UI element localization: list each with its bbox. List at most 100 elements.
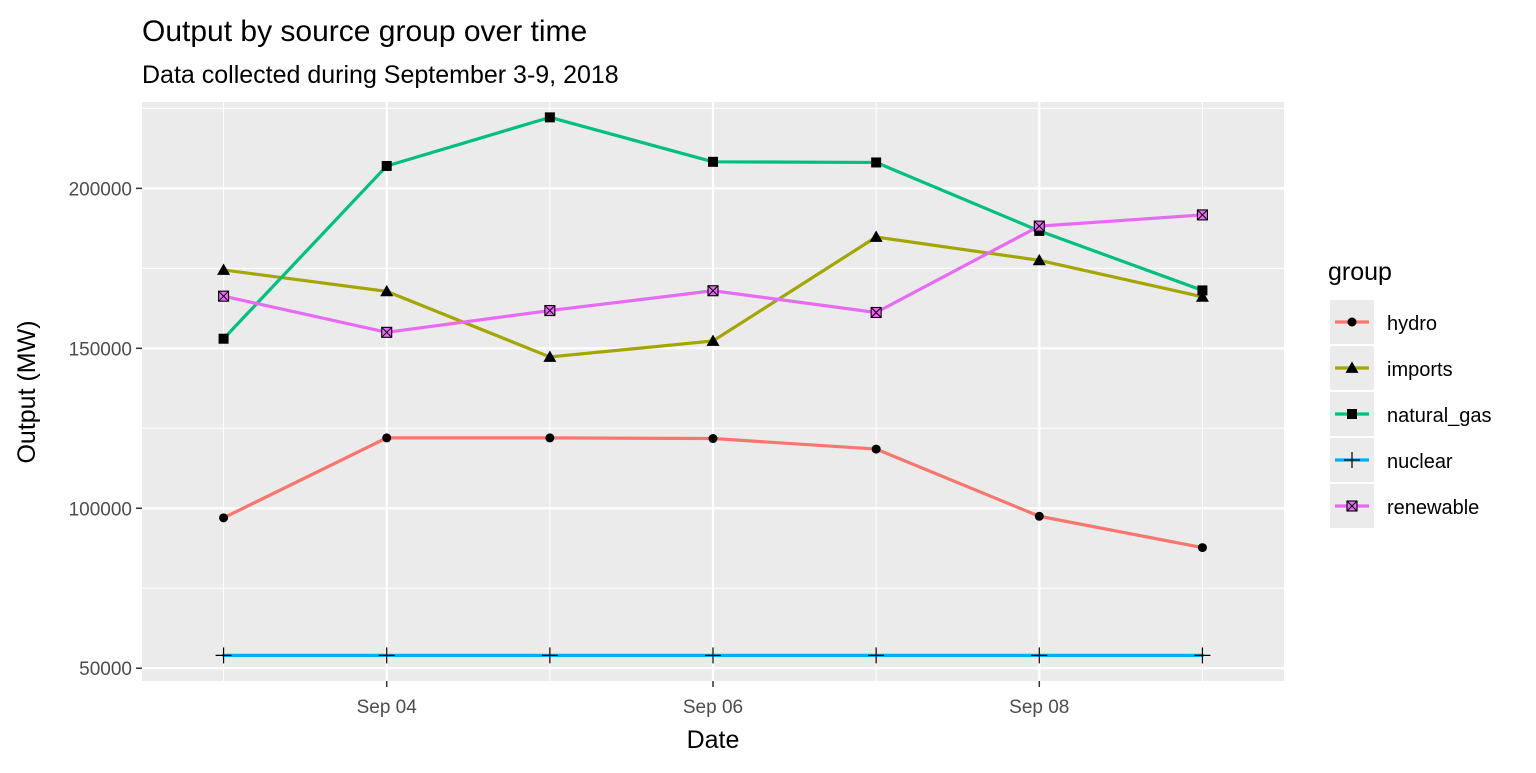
data-point	[544, 112, 555, 123]
data-point	[382, 433, 392, 443]
axis-layer: 50000 100000 150000 200000 Sep 04 Sep 06 Sep 0…	[69, 179, 1070, 718]
data-point	[219, 513, 229, 523]
data-point	[868, 647, 885, 664]
data-point	[1197, 285, 1208, 296]
square-marker	[708, 156, 718, 167]
legend-label: natural_gas	[1387, 405, 1492, 427]
triangle-marker	[1345, 361, 1359, 373]
triangle-marker	[380, 284, 394, 297]
circle-marker	[708, 434, 718, 444]
data-point	[1032, 253, 1046, 266]
triangle-marker	[543, 350, 557, 362]
boxcross-diagonal-b	[870, 307, 882, 318]
square-marker	[1197, 285, 1208, 296]
data-point	[1194, 647, 1211, 664]
boxcross-diagonal-b	[544, 305, 556, 316]
x-tick-label: Sep 08	[1009, 697, 1069, 718]
legend-marker	[1347, 409, 1357, 419]
legend-item-imports: imports	[1330, 346, 1453, 390]
circle-marker	[1034, 511, 1044, 521]
triangle-marker	[869, 230, 883, 242]
data-point	[1197, 543, 1207, 553]
square-marker	[871, 157, 882, 168]
data-point	[218, 290, 230, 302]
data-point	[1195, 290, 1209, 302]
legend-label: nuclear	[1387, 451, 1453, 473]
circle-marker	[871, 444, 881, 454]
data-point	[218, 333, 229, 344]
square-marker	[218, 333, 229, 344]
data-point	[381, 160, 392, 171]
x-tick-label: Sep 04	[357, 697, 418, 718]
legend-title: group	[1328, 258, 1392, 286]
y-axis-title: Output (MW)	[13, 320, 41, 463]
series-layer	[215, 112, 1211, 664]
data-point	[217, 263, 231, 275]
data-point	[545, 433, 555, 443]
legend-marker	[1347, 317, 1357, 327]
circle-marker	[382, 433, 392, 443]
legend-marker	[1345, 361, 1359, 373]
legend-label: hydro	[1387, 313, 1437, 335]
triangle-marker	[706, 334, 720, 346]
circle-marker	[219, 513, 229, 523]
data-point	[708, 156, 718, 167]
legend-item-natural_gas: natural_gas	[1330, 392, 1492, 436]
data-point	[708, 434, 718, 444]
data-point	[1031, 647, 1048, 664]
data-point	[380, 284, 394, 297]
legend-label: renewable	[1387, 497, 1479, 519]
y-tick-label: 50000	[79, 659, 132, 680]
boxcross-diagonal-b	[1197, 209, 1208, 221]
data-point	[543, 350, 557, 362]
boxcross-diagonal-b	[218, 290, 229, 302]
y-tick-label: 100000	[69, 499, 132, 520]
boxcross-diagonal-b	[707, 285, 719, 297]
y-tick-label: 200000	[69, 179, 132, 200]
circle-marker	[1197, 543, 1207, 553]
legend-marker	[1346, 500, 1358, 512]
data-point	[1034, 511, 1044, 521]
triangle-marker	[217, 263, 231, 275]
legend-item-renewable: renewable	[1330, 484, 1479, 528]
data-point	[870, 306, 882, 319]
data-point	[544, 305, 556, 317]
data-point	[541, 647, 558, 664]
legend-marker	[1344, 452, 1360, 468]
circle-marker	[545, 433, 555, 443]
y-tick-label: 150000	[69, 339, 132, 360]
data-point	[871, 444, 881, 454]
square-marker	[544, 112, 555, 123]
data-point	[871, 157, 882, 168]
series-nuclear	[215, 647, 1211, 664]
data-point	[1196, 209, 1208, 221]
data-point	[378, 647, 395, 664]
data-point	[1033, 220, 1045, 232]
grid-lines	[142, 102, 1284, 681]
data-point	[381, 326, 393, 338]
chart-title: Output by source group over time	[142, 15, 587, 48]
boxcross-diagonal-b	[1033, 220, 1045, 232]
legend-label: imports	[1387, 359, 1453, 381]
boxcross-diagonal-b	[381, 326, 393, 338]
x-axis-title: Date	[687, 726, 740, 754]
series-renewable	[218, 209, 1208, 338]
chart-subtitle: Data collected during September 3-9, 201…	[142, 61, 619, 89]
legend-item-hydro: hydro	[1330, 300, 1437, 344]
square-marker	[381, 160, 392, 171]
boxcross-diagonal-b	[1346, 500, 1358, 512]
square-marker	[1347, 409, 1357, 419]
data-point	[706, 334, 720, 346]
data-point	[215, 647, 232, 664]
legend-item-nuclear: nuclear	[1330, 438, 1453, 482]
data-point	[705, 647, 721, 664]
circle-marker	[1347, 317, 1357, 327]
triangle-marker	[1032, 253, 1046, 266]
series-hydro	[219, 433, 1207, 553]
triangle-marker	[1195, 290, 1209, 302]
data-point	[707, 285, 719, 297]
x-tick-label: Sep 06	[683, 697, 743, 718]
